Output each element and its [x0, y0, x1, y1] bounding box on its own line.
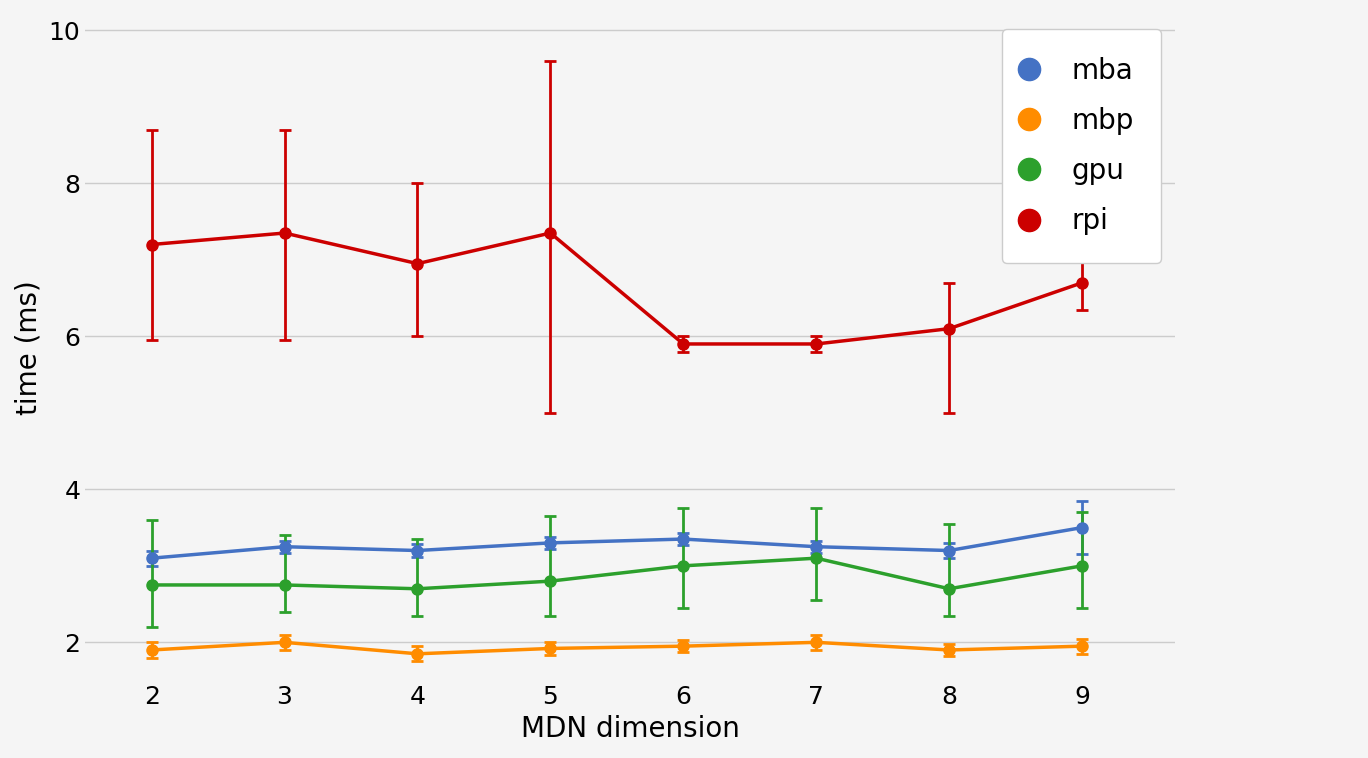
Legend: mba, mbp, gpu, rpi: mba, mbp, gpu, rpi: [1001, 29, 1161, 263]
X-axis label: MDN dimension: MDN dimension: [521, 715, 740, 743]
Y-axis label: time (ms): time (ms): [15, 280, 42, 415]
